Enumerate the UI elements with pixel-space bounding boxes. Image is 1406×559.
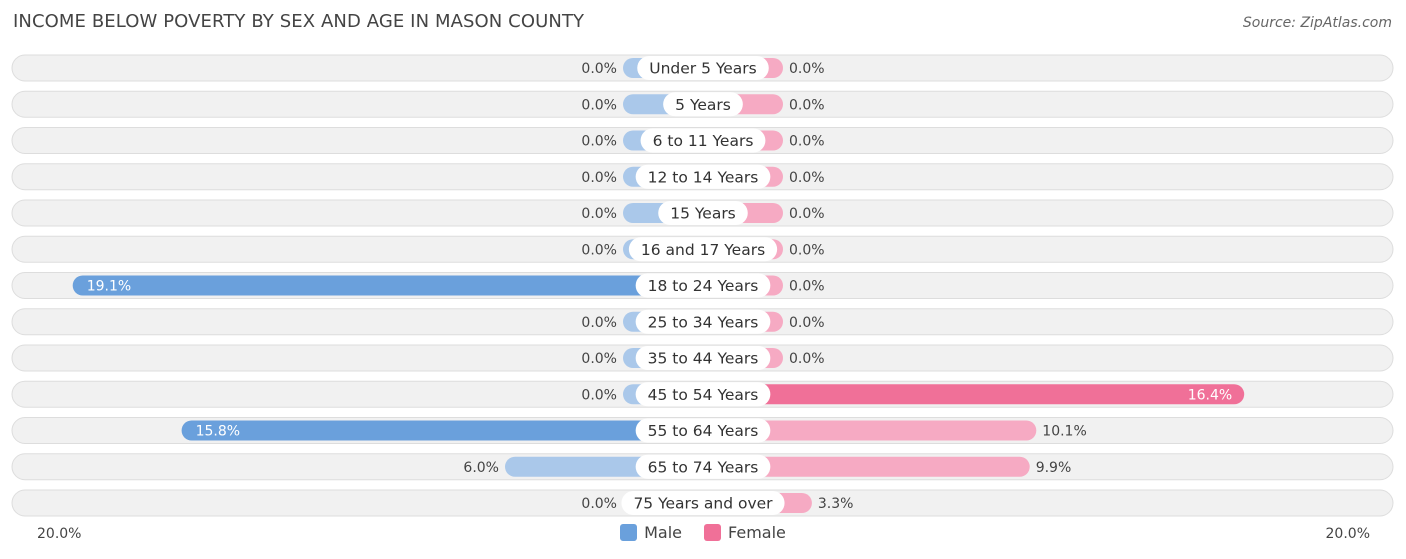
category-label-pill	[621, 491, 785, 515]
male-bar	[72, 275, 703, 296]
category-label-pill	[635, 418, 771, 443]
male-value-label: 0.0%	[581, 315, 617, 331]
category-label: 75 Years and over	[633, 495, 773, 513]
female-value-label: 0.0%	[789, 206, 825, 222]
category-label: 35 to 44 Years	[648, 350, 759, 368]
male-value-label: 0.0%	[581, 387, 617, 403]
female-value-label: 0.0%	[789, 97, 825, 113]
category-label: 55 to 64 Years	[648, 422, 759, 440]
female-value-label: 16.4%	[1188, 387, 1232, 403]
category-label-pill	[635, 309, 771, 334]
category-label-pill	[640, 128, 766, 153]
male-value-label: 6.0%	[463, 460, 499, 476]
male-value-label: 0.0%	[581, 242, 617, 258]
female-value-label: 0.0%	[789, 134, 825, 150]
category-label: 65 to 74 Years	[648, 458, 759, 476]
female-value-label: 3.3%	[818, 496, 854, 512]
male-bar	[181, 420, 704, 441]
male-value-label: 15.8%	[196, 424, 240, 440]
female-bar	[703, 384, 1245, 405]
category-label: 16 and 17 Years	[641, 241, 765, 259]
category-label-pill	[635, 382, 771, 407]
legend-item-male: Male	[620, 523, 682, 542]
male-value-label: 0.0%	[581, 97, 617, 113]
chart-title: INCOME BELOW POVERTY BY SEX AND AGE IN M…	[13, 11, 585, 32]
category-label: 18 to 24 Years	[648, 277, 759, 295]
legend-label-male: Male	[644, 523, 683, 542]
male-value-label: 0.0%	[581, 170, 617, 186]
female-bar	[703, 456, 1030, 477]
category-label: 45 to 54 Years	[648, 386, 759, 404]
female-value-label: 0.0%	[789, 61, 825, 77]
female-bar	[703, 420, 1037, 441]
male-value-label: 0.0%	[581, 61, 617, 77]
category-label-pill	[637, 56, 769, 80]
category-label: 6 to 11 Years	[653, 132, 754, 150]
category-label: 25 to 34 Years	[648, 313, 759, 331]
category-label-pill	[635, 273, 771, 298]
female-value-label: 9.9%	[1036, 460, 1072, 476]
male-value-label: 19.1%	[87, 279, 131, 295]
category-label: Under 5 Years	[649, 60, 757, 78]
female-value-label: 0.0%	[789, 351, 825, 367]
male-value-label: 0.0%	[581, 134, 617, 150]
legend-item-female: Female	[704, 523, 786, 542]
category-label: 12 to 14 Years	[648, 168, 759, 186]
category-label-pill	[663, 92, 743, 117]
female-value-label: 10.1%	[1042, 424, 1086, 440]
male-value-label: 0.0%	[581, 496, 617, 512]
axis-left-label: 20.0%	[37, 526, 82, 542]
axis-right-label: 20.0%	[1325, 526, 1370, 542]
category-label: 5 Years	[675, 96, 731, 114]
category-label-pill	[658, 201, 748, 225]
category-label: 15 Years	[670, 205, 736, 223]
male-value-label: 0.0%	[581, 351, 617, 367]
legend-label-female: Female	[728, 523, 786, 542]
legend-swatch-male	[620, 524, 638, 541]
legend-swatch-female	[704, 524, 722, 541]
male-value-label: 0.0%	[581, 206, 617, 222]
category-label-pill	[635, 164, 771, 189]
source-credit: Source: ZipAtlas.com	[1242, 15, 1392, 31]
female-value-label: 0.0%	[789, 315, 825, 331]
legend: Male Female	[0, 523, 1406, 542]
female-value-label: 0.0%	[789, 242, 825, 258]
female-value-label: 0.0%	[789, 279, 825, 295]
category-label-pill	[635, 454, 771, 479]
female-value-label: 0.0%	[789, 170, 825, 186]
category-label-pill	[635, 346, 771, 370]
category-label-pill	[628, 237, 778, 262]
